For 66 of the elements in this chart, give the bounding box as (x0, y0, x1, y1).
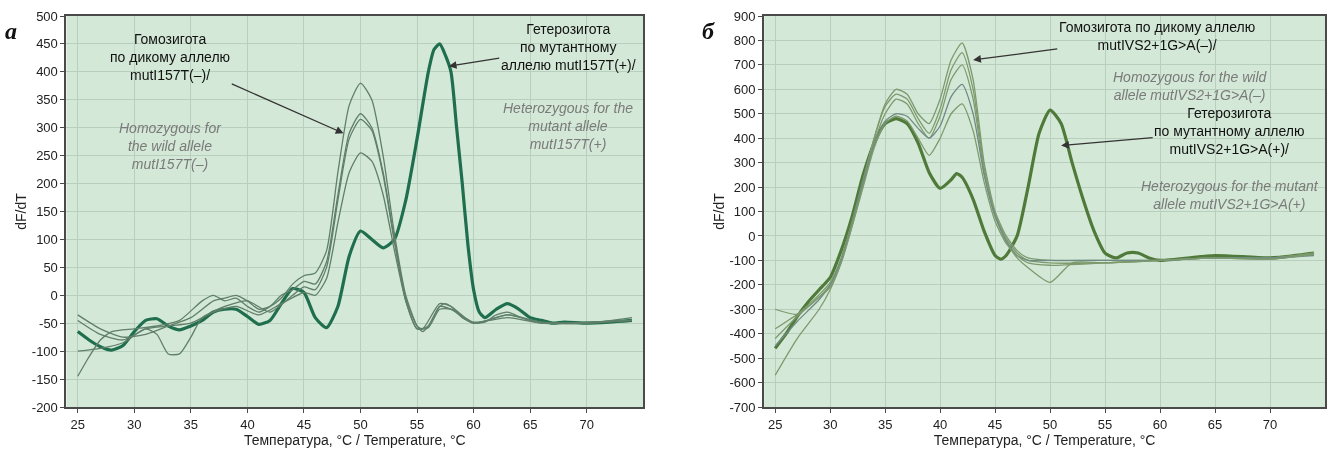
annotation: Homozygous for the wild allele mutIVS2+1G>A(–) (1113, 69, 1268, 104)
chart-title: б (702, 18, 715, 44)
x-tick-label: 65 (1207, 416, 1223, 432)
y-tick-label: 800 (733, 32, 756, 48)
y-tick-label: 350 (36, 92, 58, 108)
y-tick-label: -500 (729, 350, 756, 366)
y-tick-label: -700 (729, 399, 756, 415)
y-axis-title: dF/dT (710, 192, 727, 230)
y-tick-label: 400 (733, 130, 756, 146)
y-tick-label: 100 (733, 204, 756, 220)
y-tick-label: 300 (733, 155, 756, 171)
annotation: Гомозигота по дикому аллелю mutI157T(–)/ (110, 31, 231, 84)
x-tick-label: 40 (932, 416, 948, 432)
y-tick-label: 300 (36, 120, 58, 136)
y-tick-label: -200 (31, 399, 58, 415)
x-axis-title: Температура, °C / Temperature, °C (243, 431, 466, 448)
x-tick-label: 25 (767, 416, 783, 432)
y-tick-label: 700 (733, 57, 756, 73)
y-tick-label: -600 (729, 375, 756, 391)
y-tick-label: 150 (36, 204, 58, 220)
x-tick-label: 60 (466, 416, 481, 432)
x-tick-label: 35 (877, 416, 893, 432)
y-tick-label: -50 (39, 315, 58, 331)
y-axis-title: dF/dT (12, 192, 29, 230)
y-tick-label: 500 (36, 8, 58, 24)
x-tick-label: 50 (353, 416, 368, 432)
x-tick-label: 55 (1097, 416, 1113, 432)
annotation: Homozygous for the wild allele mutI157T(–) (119, 120, 223, 173)
annotation: Гетерозигота по мутантному аллелю mutIVS2+1G>A(+)/ (1154, 105, 1305, 158)
annotation: Heterozygous for the mutant allele mutI157T(+) (503, 100, 634, 153)
y-tick-label: 0 (748, 228, 756, 244)
x-tick-label: 55 (409, 416, 425, 432)
chart-title: а (5, 18, 17, 44)
y-tick-label: 900 (733, 8, 756, 24)
annotation: Гомозигота по дикому аллелю mutIVS2+1G>A(–)/ (1059, 19, 1256, 54)
annotation: Heterozygous for the mutant allele mutIVS2+1G>A(+) (1141, 178, 1319, 213)
y-tick-label: 400 (36, 64, 58, 80)
x-axis-title: Температура, °C / Temperature, °C (933, 431, 1156, 448)
y-tick-label: 200 (733, 179, 756, 195)
x-tick-label: 50 (1042, 416, 1058, 432)
y-tick-label: 100 (36, 231, 58, 247)
y-tick-label: 600 (733, 81, 756, 97)
y-tick-label: -150 (31, 371, 58, 387)
x-tick-label: 30 (127, 416, 142, 432)
x-tick-label: 40 (240, 416, 255, 432)
x-tick-label: 60 (1152, 416, 1168, 432)
x-tick-label: 25 (70, 416, 85, 432)
x-tick-label: 65 (522, 416, 538, 432)
y-tick-label: -100 (31, 343, 58, 359)
y-tick-label: 250 (36, 148, 58, 164)
x-tick-label: 70 (579, 416, 594, 432)
y-tick-label: 200 (36, 176, 58, 192)
x-tick-label: 45 (987, 416, 1003, 432)
y-tick-label: -400 (729, 326, 756, 342)
y-tick-label: 50 (43, 259, 58, 275)
y-tick-label: -200 (729, 277, 756, 293)
y-tick-label: 500 (733, 106, 756, 122)
x-tick-label: 45 (296, 416, 312, 432)
annotation: Гетерозигота по мутантному аллелю mutI157T(+)/ (501, 21, 636, 74)
x-tick-label: 30 (822, 416, 838, 432)
y-tick-label: 0 (50, 287, 58, 303)
x-tick-label: 35 (183, 416, 199, 432)
x-tick-label: 70 (1262, 416, 1278, 432)
y-tick-label: -100 (729, 252, 756, 268)
y-tick-label: -300 (729, 301, 756, 317)
y-tick-label: 450 (36, 36, 58, 52)
